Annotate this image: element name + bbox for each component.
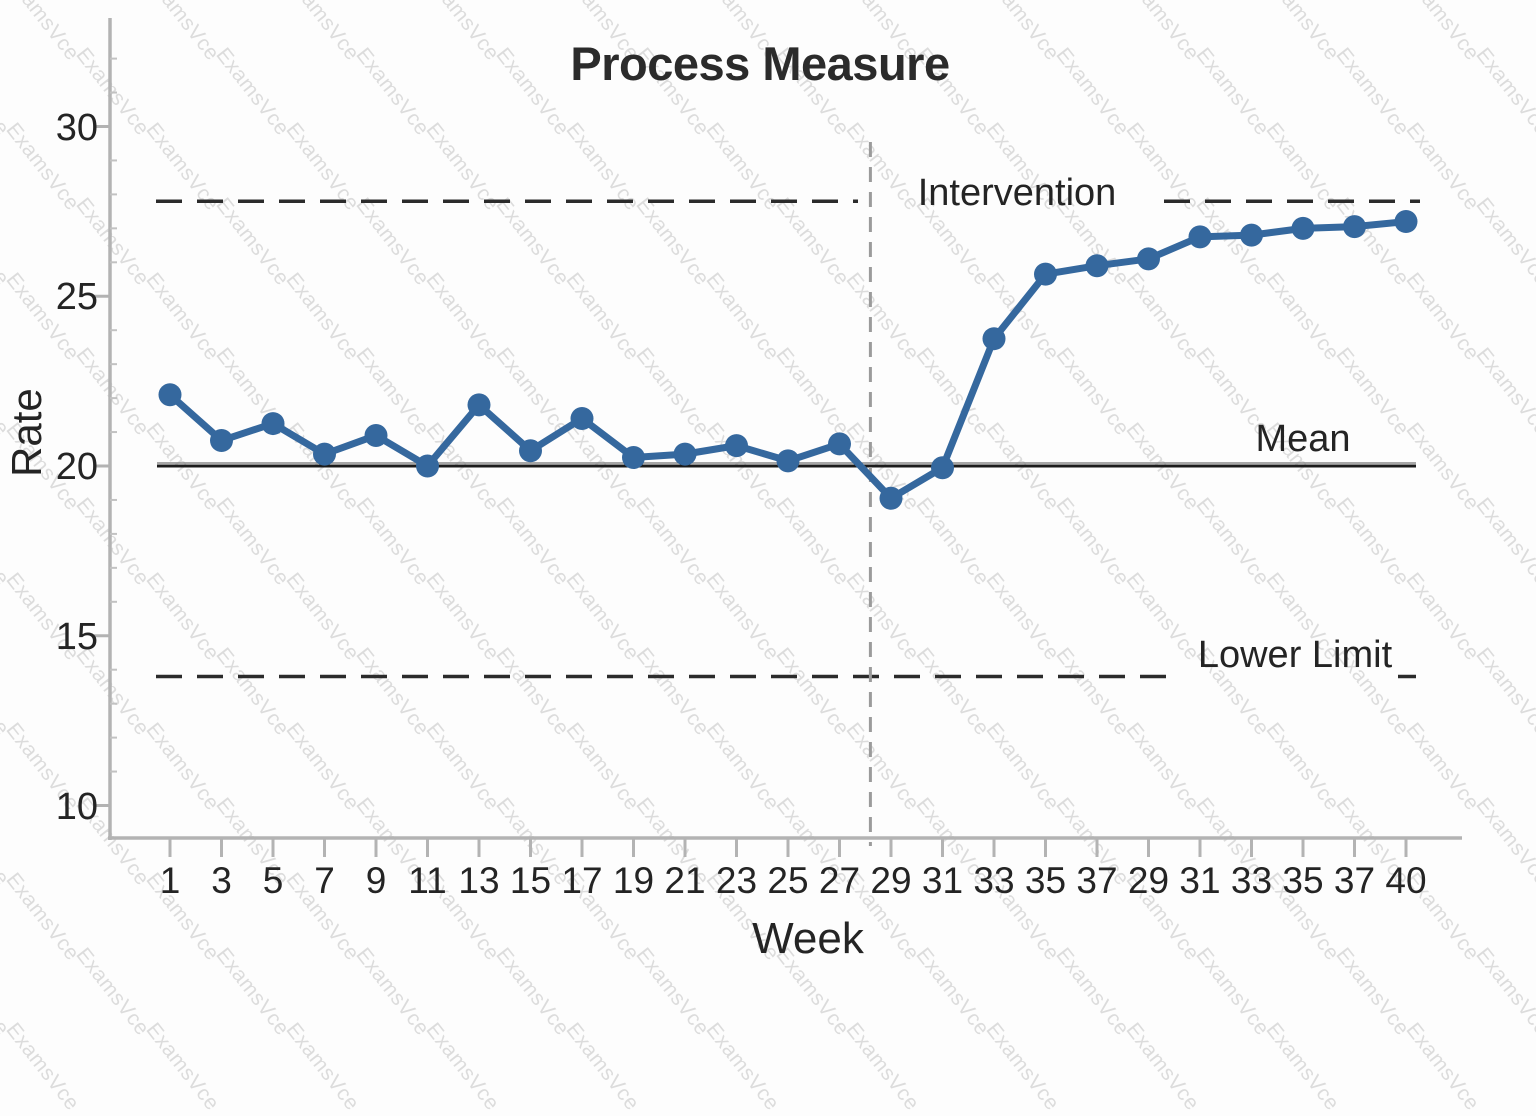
x-tick-label: 5 [262, 860, 284, 901]
watermark-text: ExamsVce [421, 1018, 504, 1115]
x-tick-label: 15 [509, 860, 552, 901]
data-point [1394, 210, 1418, 234]
x-tick-label: 40 [1385, 860, 1427, 901]
y-axis-label: Rate [3, 388, 50, 478]
data-point [467, 393, 491, 417]
y-tick-label: 25 [55, 276, 98, 319]
data-point [210, 429, 233, 453]
watermark-text: ExamsVce [1261, 1018, 1344, 1115]
data-point [879, 486, 903, 510]
lower-limit-label: Lower Limit [1197, 634, 1393, 676]
x-axis-label: Week [752, 914, 864, 963]
x-tick-label: 9 [365, 860, 387, 901]
x-tick-label: 3 [211, 860, 232, 901]
intervention-label: Intervention [917, 172, 1117, 214]
x-tick-label: 27 [818, 860, 861, 901]
data-point [1137, 247, 1160, 271]
x-tick-label: 7 [314, 860, 335, 901]
x-tick-label: 29 [1127, 860, 1170, 901]
x-tick-label: 17 [561, 860, 603, 901]
y-tick-label: 10 [55, 785, 98, 828]
data-point [1034, 262, 1057, 286]
data-point [931, 456, 954, 480]
x-tick-label: 25 [767, 860, 809, 901]
data-point [416, 454, 439, 478]
x-tick-label: 1 [159, 860, 181, 901]
x-tick-label: 35 [1024, 860, 1067, 901]
x-tick-label: 13 [458, 860, 500, 901]
watermark-text: ExamsVce [1401, 1018, 1484, 1115]
data-point [725, 434, 748, 458]
data-point [1343, 215, 1366, 239]
data-point [1085, 254, 1109, 278]
x-tick-label: 29 [870, 860, 912, 901]
data-point [673, 442, 697, 466]
data-point [776, 449, 800, 473]
data-point [982, 327, 1006, 351]
x-tick-label: 21 [664, 860, 706, 901]
data-point [828, 432, 851, 456]
chart-title: Process Measure [570, 37, 950, 90]
data-point [261, 412, 285, 436]
y-tick-label: 30 [55, 106, 98, 149]
mean-label: Mean [1255, 418, 1351, 460]
x-tick-label: 37 [1333, 860, 1376, 901]
watermark-text: ExamsVce [561, 1018, 644, 1115]
data-point [1291, 216, 1315, 240]
data-point [570, 406, 594, 430]
watermark-text: ExamsVce [701, 1018, 784, 1115]
x-tick-label: 31 [921, 860, 964, 901]
watermark-text: ExamsVce [981, 1018, 1064, 1115]
watermark-text: ExamsVce [281, 1018, 364, 1115]
x-tick-label: 11 [408, 860, 447, 901]
watermark-text: ExamsVce [141, 1018, 224, 1115]
y-tick-label: 20 [55, 446, 98, 488]
data-point [519, 439, 542, 463]
x-tick-label: 35 [1282, 860, 1324, 901]
x-tick-label: 33 [1230, 860, 1273, 901]
watermark-text: ExamsVce [1, 1018, 84, 1115]
y-tick-label: 15 [55, 615, 98, 658]
data-point [1240, 223, 1263, 247]
chart-canvas [94, 18, 1462, 857]
data-point [313, 442, 336, 466]
x-tick-label: 37 [1076, 860, 1118, 901]
data-point [622, 446, 645, 470]
data-point [158, 383, 182, 407]
watermark-text: ExamsVce [841, 1018, 924, 1115]
watermark-text: ExamsVce [1121, 1018, 1204, 1115]
x-tick-label: 31 [1179, 860, 1221, 901]
x-tick-label: 19 [612, 860, 655, 901]
data-point [1188, 225, 1212, 249]
x-tick-label: 33 [973, 860, 1015, 901]
data-point [364, 423, 388, 447]
x-tick-label: 23 [715, 860, 758, 901]
